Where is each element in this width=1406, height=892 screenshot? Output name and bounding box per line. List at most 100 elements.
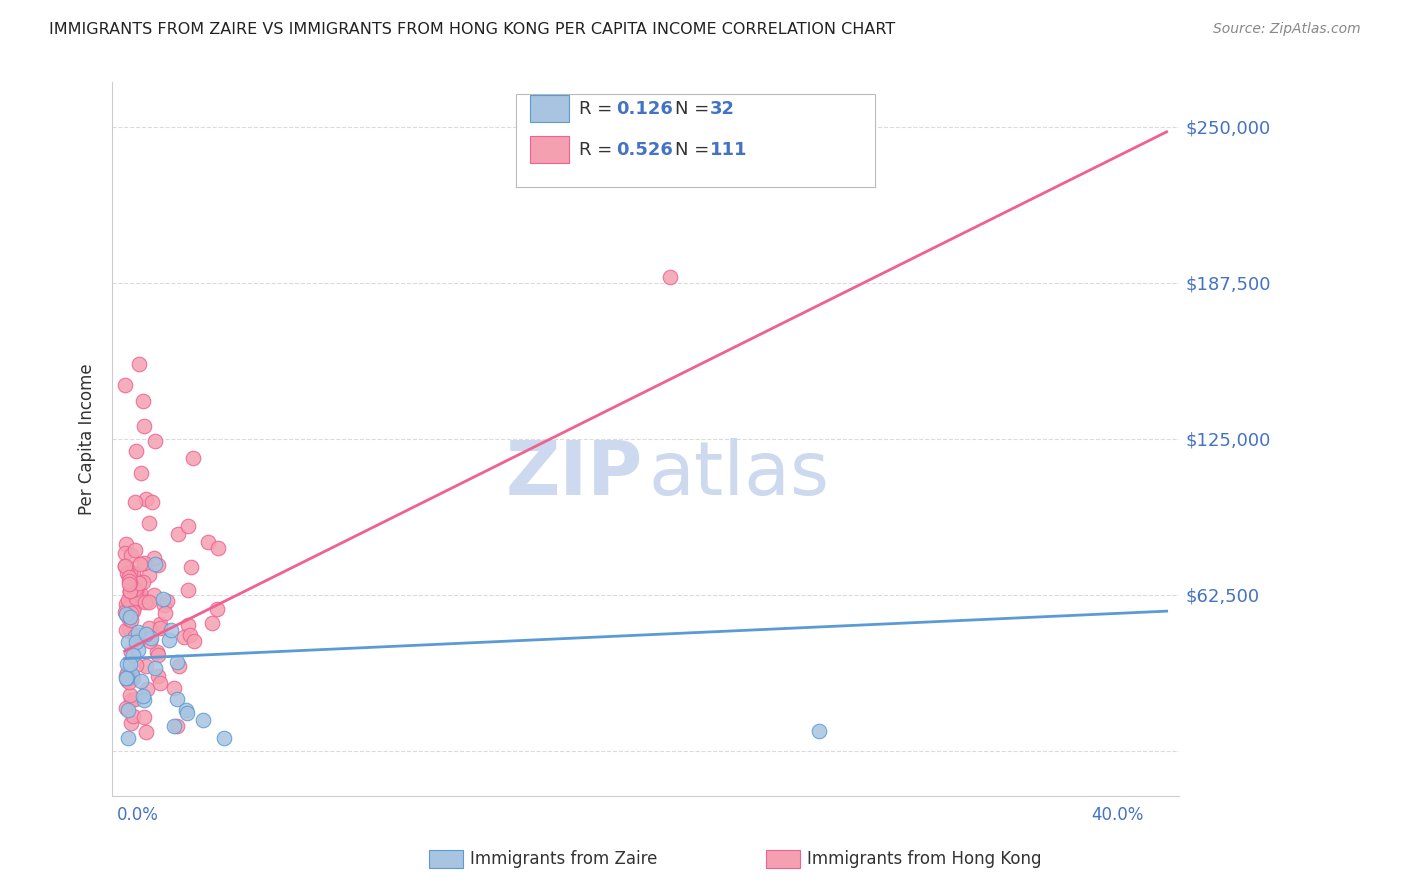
Point xyxy=(120,716,142,731)
Text: Immigrants from Zaire: Immigrants from Zaire xyxy=(470,850,657,868)
Point xyxy=(117,622,139,636)
Point xyxy=(120,565,142,579)
Y-axis label: Per Capita Income: Per Capita Income xyxy=(79,363,96,515)
Point xyxy=(115,671,138,685)
Text: N =: N = xyxy=(675,100,714,118)
Point xyxy=(114,559,136,574)
Point xyxy=(167,659,190,673)
Point xyxy=(180,560,202,574)
Point xyxy=(120,548,142,562)
Point xyxy=(145,661,167,675)
Point xyxy=(135,491,157,506)
Point xyxy=(117,731,139,746)
Point xyxy=(143,557,166,571)
Point xyxy=(122,566,145,580)
Point xyxy=(166,692,188,706)
Point xyxy=(132,394,155,409)
Point xyxy=(124,629,146,643)
Point xyxy=(118,584,141,599)
Point xyxy=(117,566,139,581)
Point xyxy=(120,607,142,621)
Point xyxy=(127,625,149,640)
Point xyxy=(115,673,138,688)
Point xyxy=(115,607,138,621)
Text: ZIP: ZIP xyxy=(505,438,643,511)
Point xyxy=(124,591,146,606)
Point xyxy=(132,556,155,570)
Point xyxy=(118,675,141,690)
Point xyxy=(117,703,139,717)
Point xyxy=(129,557,152,571)
Text: 32: 32 xyxy=(710,100,735,118)
Point xyxy=(159,633,181,648)
Point xyxy=(114,378,136,392)
Point xyxy=(115,671,138,685)
Point xyxy=(177,519,200,533)
Point xyxy=(176,703,198,717)
Point xyxy=(135,659,157,673)
Point xyxy=(118,657,141,671)
Text: IMMIGRANTS FROM ZAIRE VS IMMIGRANTS FROM HONG KONG PER CAPITA INCOME CORRELATION: IMMIGRANTS FROM ZAIRE VS IMMIGRANTS FROM… xyxy=(49,22,896,37)
Point xyxy=(129,467,152,481)
Point xyxy=(125,658,148,673)
Text: Source: ZipAtlas.com: Source: ZipAtlas.com xyxy=(1213,22,1361,37)
Point xyxy=(134,693,156,707)
Point xyxy=(118,599,141,614)
Point xyxy=(121,645,143,659)
Point xyxy=(125,583,148,598)
Point xyxy=(124,582,146,596)
Point xyxy=(122,648,145,663)
Point xyxy=(139,634,162,648)
Point xyxy=(212,731,235,746)
Point xyxy=(118,664,141,678)
Point xyxy=(122,709,145,723)
Point xyxy=(135,682,157,697)
Point xyxy=(122,599,145,614)
Point xyxy=(118,570,141,584)
Point xyxy=(149,621,172,635)
Point xyxy=(177,617,200,632)
Point xyxy=(143,434,166,448)
Point xyxy=(115,607,138,621)
Point xyxy=(166,655,188,669)
Point xyxy=(115,597,138,611)
Point xyxy=(121,604,143,618)
Point xyxy=(141,632,163,646)
Point xyxy=(141,495,163,509)
Point xyxy=(166,719,188,733)
Point xyxy=(166,526,188,541)
Point xyxy=(135,725,157,739)
Point xyxy=(173,630,195,644)
Point xyxy=(124,495,146,509)
Point xyxy=(191,714,214,728)
Point xyxy=(117,593,139,607)
Point xyxy=(146,669,169,683)
Point xyxy=(163,719,186,733)
Point xyxy=(146,645,169,659)
Point xyxy=(135,627,157,641)
Point xyxy=(128,628,150,642)
Point xyxy=(201,615,224,630)
Point xyxy=(121,671,143,685)
Point xyxy=(118,584,141,599)
Point xyxy=(153,599,176,613)
Point xyxy=(132,710,155,724)
Point xyxy=(114,606,136,620)
Point xyxy=(177,582,200,597)
Point xyxy=(134,595,156,609)
Point xyxy=(128,586,150,600)
Point xyxy=(118,577,141,591)
Point xyxy=(121,667,143,681)
Point xyxy=(128,576,150,591)
Text: Immigrants from Hong Kong: Immigrants from Hong Kong xyxy=(807,850,1042,868)
Point xyxy=(127,643,149,657)
Text: 0.526: 0.526 xyxy=(616,141,672,159)
Text: 0.0%: 0.0% xyxy=(117,805,159,824)
Point xyxy=(124,543,146,558)
Point xyxy=(115,599,138,614)
Point xyxy=(120,613,142,627)
Point xyxy=(138,621,160,635)
Point xyxy=(143,550,166,565)
Point xyxy=(135,594,157,608)
Point xyxy=(143,588,166,602)
